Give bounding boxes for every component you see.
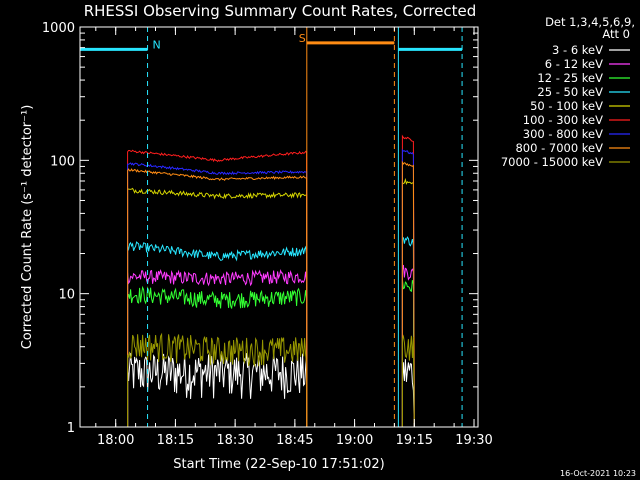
legend-label-7: 800 - 7000 keV <box>515 141 603 155</box>
axis-layer: 18:00 18:15 18:30 18:45 19:00 19:15 19:30 1 10 10… <box>42 21 493 448</box>
series-line-3 <box>127 236 415 427</box>
annotation-layer <box>80 27 463 427</box>
series-line-2 <box>127 279 415 427</box>
legend-header-line-1: Det 1,3,4,5,6,9, <box>545 15 635 29</box>
chart-title: RHESSI Observing Summary Count Rates, Co… <box>84 2 477 20</box>
x-tick-label: 18:00 <box>97 433 134 448</box>
series-line-8 <box>127 332 415 427</box>
y-tick-label: 10 <box>58 288 75 303</box>
flag-label-1: S <box>299 32 306 45</box>
legend-header-line-2: Att 0 <box>602 27 630 41</box>
series-line-6 <box>127 148 415 427</box>
x-tick-label: 18:15 <box>157 433 194 448</box>
y-tick-label: 1000 <box>42 21 75 36</box>
x-tick-label: 19:30 <box>455 433 492 448</box>
series-line-5 <box>127 134 415 427</box>
series-line-4 <box>127 177 415 427</box>
x-tick-label: 18:30 <box>216 433 253 448</box>
legend-label-8: 7000 - 15000 keV <box>501 155 603 169</box>
plot-frame <box>79 26 479 428</box>
series-line-1 <box>127 264 415 427</box>
legend-label-6: 300 - 800 keV <box>523 127 603 141</box>
y-tick-label: 100 <box>50 154 75 169</box>
y-axis-label: Corrected Count Rate (s⁻¹ detector⁻¹) <box>20 105 35 350</box>
legend-label-4: 50 - 100 keV <box>530 99 603 113</box>
y-tick-label: 1 <box>67 421 75 436</box>
legend-label-0: 3 - 6 keV <box>552 43 603 57</box>
legend-label-1: 6 - 12 keV <box>545 57 603 71</box>
x-axis-label: Start Time (22-Sep-10 17:51:02) <box>173 457 384 472</box>
series-line-0 <box>127 353 415 427</box>
legend-label-5: 100 - 300 keV <box>523 113 603 127</box>
data-layer <box>127 134 415 427</box>
flag-label-0: N <box>153 38 161 51</box>
generation-timestamp: 16-Oct-2021 10:23 <box>560 469 636 478</box>
legend-label-3: 25 - 50 keV <box>537 85 603 99</box>
series-line-7 <box>127 160 415 427</box>
x-tick-label: 18:45 <box>276 433 313 448</box>
x-tick-label: 19:00 <box>336 433 373 448</box>
legend-label-2: 12 - 25 keV <box>537 71 603 85</box>
x-tick-label: 19:15 <box>396 433 433 448</box>
